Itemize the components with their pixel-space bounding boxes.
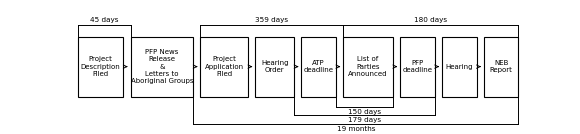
Text: List of
Parties
Announced: List of Parties Announced — [349, 56, 388, 77]
Text: PFP
deadline: PFP deadline — [403, 60, 433, 73]
Text: 150 days: 150 days — [348, 109, 381, 115]
Text: 180 days: 180 days — [414, 17, 447, 23]
Text: 179 days: 179 days — [348, 117, 381, 123]
Bar — [442, 37, 477, 97]
Bar — [400, 37, 435, 97]
Text: 19 months: 19 months — [336, 126, 375, 133]
Bar — [130, 37, 193, 97]
Text: ATP
deadline: ATP deadline — [304, 60, 334, 73]
Bar — [484, 37, 519, 97]
Text: Hearing
Order: Hearing Order — [261, 60, 288, 73]
Bar — [201, 37, 248, 97]
Text: 45 days: 45 days — [90, 17, 118, 23]
Bar — [302, 37, 336, 97]
Text: Project
Application
Filed: Project Application Filed — [205, 56, 244, 77]
Bar — [343, 37, 393, 97]
Text: 359 days: 359 days — [255, 17, 288, 23]
Bar — [78, 37, 124, 97]
Text: PFP News
Release
&
Letters to
Aboriginal Groups: PFP News Release & Letters to Aboriginal… — [130, 49, 193, 84]
Text: NEB
Report: NEB Report — [490, 60, 513, 73]
Bar — [255, 37, 294, 97]
Text: Project
Description
Filed: Project Description Filed — [81, 56, 121, 77]
Text: Hearing: Hearing — [445, 64, 473, 70]
